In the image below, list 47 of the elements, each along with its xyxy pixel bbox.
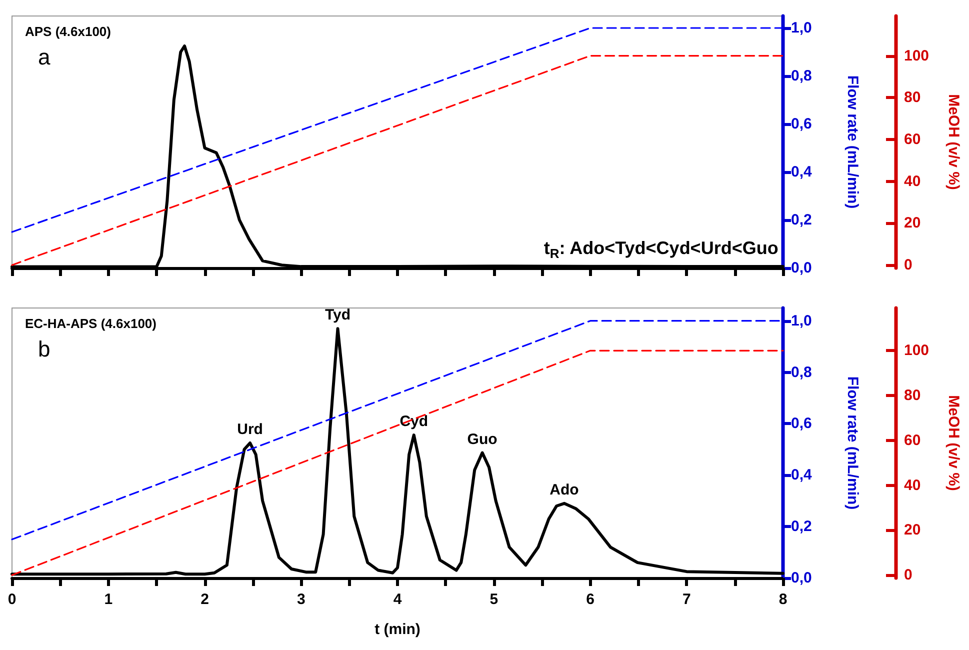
y-tick-label: 0,4 xyxy=(791,164,813,180)
y-tick-label: 0,2 xyxy=(791,212,812,228)
y2-tick-label: 80 xyxy=(904,387,921,404)
y-tick-label: 0,2 xyxy=(791,518,812,536)
x-tick-label: 0 xyxy=(8,591,16,608)
y-tick-label: 1,0 xyxy=(791,20,812,36)
y-tick-label: 0,6 xyxy=(791,116,812,132)
y-tick-label: 0,4 xyxy=(791,466,813,484)
x-tick-label: 8 xyxy=(778,591,788,608)
x-tick-label: 5 xyxy=(490,591,498,608)
y2-axis-title: MeOH (v/v %) xyxy=(945,395,962,491)
annotation: Ado xyxy=(550,481,579,498)
annotation: Urd xyxy=(237,421,263,438)
y2-tick-label: 60 xyxy=(904,432,921,449)
y-tick-label: 0,0 xyxy=(791,260,812,276)
x-tick-label: 7 xyxy=(682,591,691,608)
y2-tick-label: 0 xyxy=(904,256,912,274)
y2-tick-label: 40 xyxy=(904,172,921,190)
x-tick-label: 4 xyxy=(393,591,402,608)
text: EC-HA-APS (4.6x100) xyxy=(25,316,156,331)
x-tick-label: 6 xyxy=(586,591,594,608)
y2-tick-label: 40 xyxy=(904,476,921,494)
y2-tick-label: 60 xyxy=(904,130,921,148)
y-axis-title: Flow rate (mL/min) xyxy=(844,75,861,209)
y-tick-label: 0,8 xyxy=(791,68,812,84)
annotation: Cyd xyxy=(400,413,428,430)
x-axis-title: t (min) xyxy=(374,621,420,638)
annotation: Tyd xyxy=(324,306,351,324)
annotation: a xyxy=(38,44,51,70)
y-tick-label: 1,0 xyxy=(791,312,812,330)
x-tick-label: 1 xyxy=(104,591,113,608)
text: APS (4.6x100) xyxy=(25,24,111,39)
y2-tick-label: 100 xyxy=(904,47,930,64)
x-tick-label: 2 xyxy=(200,591,209,608)
y2-axis-title: MeOH (v/v %) xyxy=(945,94,962,190)
y2-tick-label: 100 xyxy=(904,342,930,360)
y-tick-label: 0,8 xyxy=(791,364,812,381)
annotation: b xyxy=(38,336,50,362)
y-tick-label: 0,6 xyxy=(791,415,812,432)
y2-tick-label: 20 xyxy=(904,522,921,539)
annotation: Guo xyxy=(467,430,498,448)
y2-tick-label: 80 xyxy=(904,89,921,106)
x-tick-label: 3 xyxy=(296,591,306,608)
y2-tick-label: 20 xyxy=(904,214,921,232)
y-tick-label: 0,0 xyxy=(791,570,812,586)
y-axis-title: Flow rate (mL/min) xyxy=(844,376,861,510)
y2-tick-label: 0 xyxy=(904,566,912,584)
